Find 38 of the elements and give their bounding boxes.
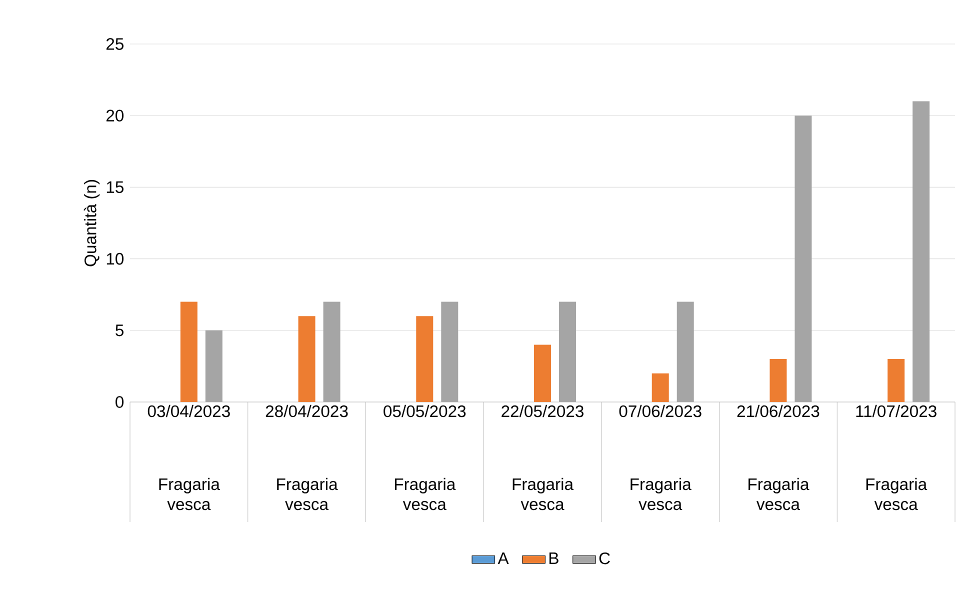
text: Fragaria vesca (512, 478, 574, 510)
y-tick-label: 25 (106, 38, 124, 50)
legend-label: B (549, 552, 558, 564)
bar (323, 302, 340, 402)
x-tick-label: 22/05/2023 (502, 404, 584, 418)
text: Fragaria vesca (748, 478, 810, 510)
bar (888, 359, 905, 402)
bar (205, 330, 222, 402)
text: Fragaria vesca (394, 478, 456, 510)
y-tick-label: 0 (116, 396, 124, 408)
legend-label: A (498, 552, 509, 564)
text: Fragaria vesca (159, 478, 220, 510)
bar (676, 302, 694, 402)
bar (180, 302, 198, 402)
bar (770, 359, 787, 402)
bar (652, 373, 669, 402)
bar (794, 116, 812, 402)
x-tick-label: 03/04/2023 (148, 404, 230, 418)
bar (559, 302, 576, 402)
legend-label: C (599, 552, 610, 564)
y-tick-label: 15 (106, 181, 124, 194)
bar (441, 302, 458, 402)
text: Fragaria vesca (866, 478, 928, 510)
x-tick-label: 11/07/2023 (856, 404, 936, 418)
bar (534, 344, 552, 402)
y-tick-label: 10 (106, 252, 124, 265)
bar (416, 316, 434, 402)
x-tick-label: 07/06/2023 (619, 404, 702, 418)
y-axis-title: Quantità (n) (84, 180, 100, 266)
bar (298, 316, 316, 402)
y-tick-label: 5 (116, 324, 124, 336)
text: Fragaria vesca (630, 478, 692, 510)
bar (912, 101, 930, 402)
x-tick-label: 05/05/2023 (384, 404, 466, 418)
x-tick-label: 21/06/2023 (737, 404, 820, 418)
text: Fragaria vesca (277, 478, 338, 510)
y-tick-label: 20 (106, 110, 124, 122)
x-tick-label: 28/04/2023 (266, 404, 348, 418)
